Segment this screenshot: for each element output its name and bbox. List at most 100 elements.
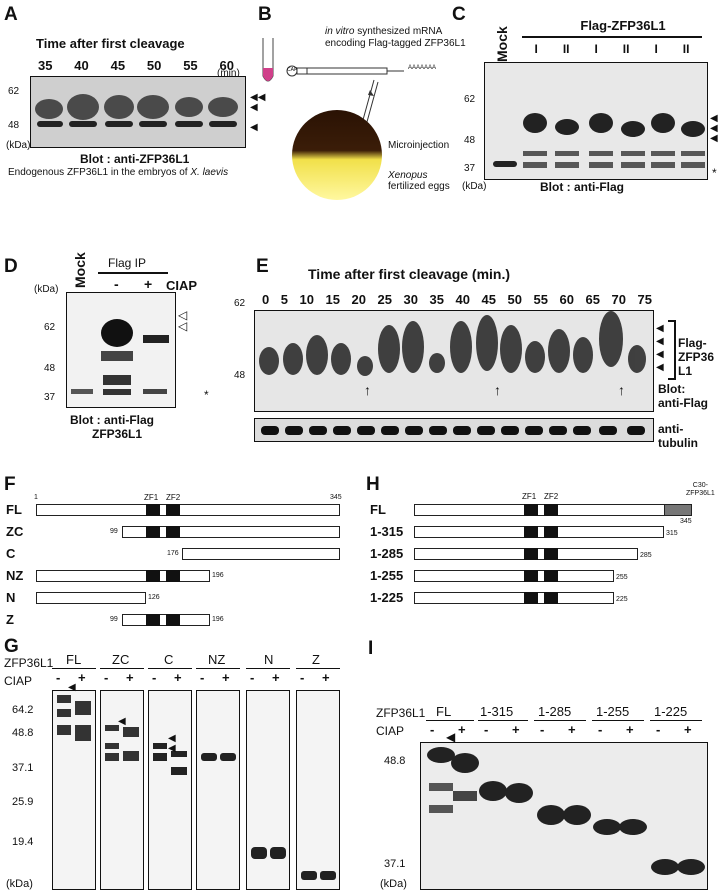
construct-name: 1-255 — [370, 568, 404, 583]
minus-label: - — [598, 722, 603, 737]
group-label: 1-225 — [654, 704, 688, 719]
time-label: 45 — [481, 292, 496, 307]
group-label: FL — [436, 704, 452, 719]
time-label: 5 — [280, 292, 288, 307]
construct-name: NZ — [6, 568, 24, 583]
panel-e-time-row: 0 5 10 15 20 25 30 35 40 45 50 55 60 65 … — [262, 292, 652, 307]
gel-lane-group-z — [296, 690, 340, 890]
construct-bar-fl — [36, 504, 340, 516]
mw-marker: 48 — [8, 120, 20, 131]
eggs-label: Xenopus fertilized eggs — [388, 170, 450, 192]
time-arrow: ↑ — [364, 382, 371, 398]
panel-a-time-row: 35 40 45 50 55 60 — [38, 58, 234, 73]
row-label-ciap: CIAP — [4, 674, 33, 688]
construct-name: FL — [6, 502, 22, 517]
construct-bar-1-255 — [414, 570, 614, 582]
panel-e-blot-label: Blot: anti-Flag — [658, 382, 708, 410]
group-underline — [148, 668, 192, 669]
construct-bar-1-225 — [414, 592, 614, 604]
panel-b-label: B — [258, 4, 272, 25]
group-underline — [196, 668, 240, 669]
time-label: 70 — [611, 292, 626, 307]
gel-lane-group-c — [148, 690, 192, 890]
group-underline — [426, 720, 474, 721]
construct-bar-c — [182, 548, 340, 560]
zf2-domain — [166, 614, 180, 626]
minus-label: - — [152, 670, 157, 685]
plus-label: + — [272, 670, 280, 685]
time-label: 60 — [219, 58, 234, 73]
group-underline — [52, 668, 96, 669]
panel-c-blot — [484, 62, 708, 180]
ciap-label: CIAP — [166, 278, 198, 293]
flag-zfp36l1-label: Flag- ZFP36 L1 — [678, 336, 715, 378]
tubulin-blot — [254, 418, 654, 442]
plus-label: + — [174, 670, 182, 685]
panel-e-label: E — [256, 256, 269, 277]
group-label: 1-255 — [596, 704, 630, 719]
c30-label: C30- ZFP36L1 — [686, 482, 715, 497]
panel-f-label: F — [4, 474, 16, 495]
position-start: 176 — [167, 550, 179, 557]
microinjection-label: Microinjection — [388, 140, 450, 151]
zf1-label: ZF1 — [522, 492, 537, 501]
time-label: 0 — [262, 292, 270, 307]
panel-d-header: Flag IP — [108, 256, 147, 270]
position-end: 315 — [666, 530, 678, 537]
zf1-label: ZF1 — [144, 493, 159, 502]
panel-d-blot — [66, 292, 176, 408]
zf2-domain — [544, 526, 558, 538]
plus-label: + — [458, 722, 466, 737]
panel-d-blot-label: Blot : anti-Flag — [70, 413, 154, 427]
tubulin-label: anti-tubulin — [658, 422, 698, 450]
flag-bracket — [668, 320, 676, 380]
zf2-domain — [544, 570, 558, 582]
plus-label: + — [322, 670, 330, 685]
mw-marker: 62 — [8, 86, 20, 97]
zf2-domain — [544, 592, 558, 604]
panel-d-label: D — [4, 256, 18, 277]
panel-c-label: C — [452, 4, 466, 25]
minus-label: - — [114, 276, 119, 292]
group-underline — [534, 720, 586, 721]
group-underline — [650, 720, 702, 721]
mw-marker: 48 — [44, 363, 56, 374]
time-label: 20 — [351, 292, 366, 307]
time-label: 75 — [637, 292, 652, 307]
time-arrow: ↑ — [494, 382, 501, 398]
time-label: 15 — [325, 292, 340, 307]
construct-name: 1-225 — [370, 590, 404, 605]
star-marker: * — [204, 388, 209, 402]
group-underline — [478, 720, 528, 721]
minus-label: - — [430, 722, 435, 737]
group-label: 1-315 — [480, 704, 514, 719]
panel-h-label: H — [366, 474, 380, 495]
time-label: 35 — [38, 58, 53, 73]
panel-a-label: A — [4, 4, 18, 25]
band-arrowhead: ◀ — [446, 730, 456, 744]
panel-e-blot — [254, 310, 654, 412]
kda-label: (kDa) — [380, 878, 407, 890]
position-end: 196 — [212, 616, 224, 623]
position-end: 285 — [640, 552, 652, 559]
panel-a-title: Time after first cleavage — [36, 36, 185, 51]
mw-marker: 48.8 — [384, 755, 406, 767]
time-label: 40 — [74, 58, 89, 73]
panel-i-gel — [420, 742, 708, 890]
mw-marker: 25.9 — [12, 796, 34, 808]
band-arrowheads: ◀◀◀◀ — [250, 92, 266, 133]
band-arrowheads: ◀ ◀ ◀ — [710, 113, 718, 144]
time-label: 50 — [507, 292, 522, 307]
band-arrowhead: ◀ — [118, 716, 126, 727]
zf1-domain — [524, 526, 538, 538]
panel-d-header-line — [98, 272, 168, 274]
minus-label: - — [540, 722, 545, 737]
plus-label: + — [512, 722, 520, 737]
time-label: 35 — [429, 292, 444, 307]
time-label: 40 — [455, 292, 470, 307]
band-arrowheads: ◀ ◀ — [168, 733, 176, 754]
position-start: 1 — [34, 494, 38, 501]
group-label: 1-285 — [538, 704, 572, 719]
row-label-construct: ZFP36L1 — [376, 706, 426, 720]
panel-c-header: Flag-ZFP36L1 — [580, 18, 666, 33]
